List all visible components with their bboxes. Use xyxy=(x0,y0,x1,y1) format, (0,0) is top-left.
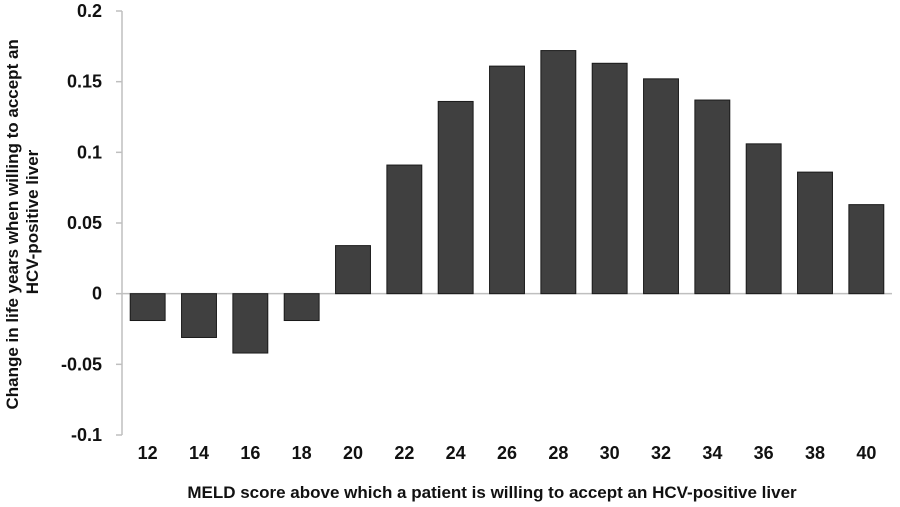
y-tick-label: 0.1 xyxy=(77,142,102,162)
x-tick-label: 16 xyxy=(240,443,260,463)
bar xyxy=(540,50,577,295)
bar xyxy=(489,65,525,295)
x-tick-label: 18 xyxy=(292,443,312,463)
bar xyxy=(694,99,731,295)
x-tick-label: 14 xyxy=(189,443,209,463)
x-tick-label: 26 xyxy=(497,443,517,463)
y-axis: 0.2 0.15 0.1 0.05 0 -0.05 -0.1 xyxy=(61,1,123,445)
x-tick-label: 24 xyxy=(446,443,466,463)
x-tick-label: 36 xyxy=(754,443,774,463)
x-tick-label: 12 xyxy=(138,443,158,463)
y-tick-label: 0 xyxy=(92,284,102,304)
bar xyxy=(848,204,885,295)
bar xyxy=(283,293,320,322)
x-tick-label: 34 xyxy=(702,443,722,463)
y-tick-label: 0.05 xyxy=(67,213,102,233)
bar xyxy=(797,171,833,295)
y-axis-title-line-1: Change in life years when willing to acc… xyxy=(3,39,22,409)
x-axis: 12 14 16 18 20 22 24 26 28 30 32 34 36 38 40 xyxy=(122,292,892,463)
bars xyxy=(129,50,885,354)
bar xyxy=(745,143,782,295)
bar xyxy=(643,78,679,295)
bar xyxy=(386,164,423,295)
x-tick-label: 30 xyxy=(600,443,620,463)
x-tick-label: 20 xyxy=(343,443,363,463)
x-tick-label: 28 xyxy=(548,443,568,463)
bar xyxy=(437,100,474,295)
bar xyxy=(335,245,371,295)
x-tick-label: 32 xyxy=(651,443,671,463)
y-axis-title: Change in life years when willing to acc… xyxy=(3,34,42,409)
x-axis-title: MELD score above which a patient is will… xyxy=(187,483,797,502)
y-tick-label: 0.2 xyxy=(77,1,102,21)
bar xyxy=(129,293,166,322)
x-tick-label: 38 xyxy=(805,443,825,463)
y-tick-label: -0.1 xyxy=(71,425,102,445)
bar xyxy=(591,62,628,295)
x-tick-label: 22 xyxy=(394,443,414,463)
bar xyxy=(181,293,217,338)
y-tick-label: 0.15 xyxy=(67,72,102,92)
y-axis-title-line-2: HCV-positive liver xyxy=(23,149,42,294)
x-tick-label: 40 xyxy=(856,443,876,463)
y-tick-label: -0.05 xyxy=(61,354,102,374)
bar xyxy=(232,293,269,354)
